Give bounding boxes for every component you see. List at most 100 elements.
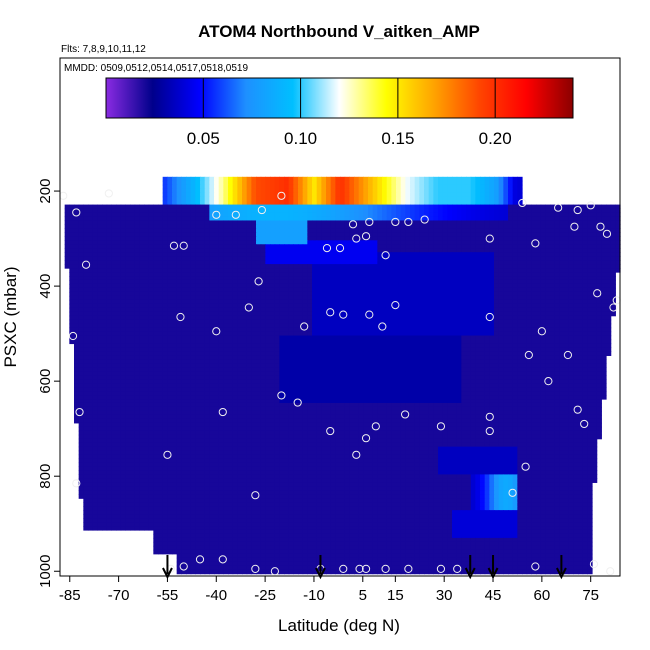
- heatmap-cell: [433, 307, 439, 313]
- heatmap-cell: [400, 291, 406, 297]
- heatmap-cell: [442, 184, 448, 190]
- heatmap-cell: [102, 244, 108, 249]
- heatmap-cell: [120, 331, 126, 337]
- heatmap-cell: [172, 208, 178, 214]
- heatmap-cell: [354, 343, 360, 349]
- heatmap-cell: [438, 216, 444, 222]
- heatmap-cell: [270, 192, 276, 198]
- heatmap-cell: [102, 315, 108, 321]
- heatmap-cell: [162, 351, 168, 356]
- heatmap-cell: [284, 192, 290, 198]
- heatmap-cell: [372, 184, 378, 190]
- heatmap-cell: [186, 295, 192, 301]
- heatmap-cell: [209, 315, 215, 321]
- heatmap-cell: [97, 287, 103, 293]
- heatmap-cell: [74, 351, 80, 356]
- heatmap-cell: [270, 184, 276, 190]
- heatmap-cell: [438, 335, 444, 341]
- heatmap-cell: [410, 200, 416, 206]
- heatmap-cell: [251, 220, 257, 226]
- heatmap-cell: [256, 248, 262, 253]
- heatmap-cell: [372, 252, 378, 257]
- heatmap-cell: [97, 252, 103, 257]
- heatmap-cell: [265, 279, 271, 285]
- heatmap-cell: [139, 323, 145, 329]
- heatmap-cell: [298, 196, 304, 202]
- heatmap-cell: [494, 264, 500, 269]
- heatmap-cell: [405, 315, 411, 321]
- heatmap-cell: [209, 256, 215, 261]
- heatmap-cell: [144, 228, 150, 233]
- heatmap-cell: [288, 212, 294, 218]
- heatmap-cell: [452, 252, 458, 257]
- heatmap-cell: [228, 307, 234, 313]
- heatmap-cell: [414, 176, 420, 182]
- heatmap-cell: [512, 307, 518, 313]
- heatmap-cell: [396, 343, 402, 349]
- heatmap-cell: [316, 351, 322, 356]
- heatmap-cell: [144, 319, 150, 325]
- heatmap-cell: [456, 303, 462, 309]
- heatmap-cell: [433, 248, 439, 253]
- heatmap-cell: [382, 335, 388, 341]
- heatmap-cell: [186, 327, 192, 333]
- heatmap-cell: [242, 264, 248, 269]
- heatmap-cell: [340, 331, 346, 337]
- heatmap-cell: [377, 331, 383, 337]
- heatmap-cell: [92, 323, 98, 329]
- heatmap-cell: [83, 264, 89, 269]
- heatmap-cell: [349, 315, 355, 321]
- heatmap-cell: [610, 268, 616, 273]
- heatmap-cell: [340, 232, 346, 237]
- heatmap-cell: [148, 347, 154, 353]
- heatmap-cell: [335, 204, 341, 210]
- heatmap-cell: [111, 287, 117, 293]
- heatmap-cell: [498, 327, 504, 333]
- heatmap-cell: [78, 295, 84, 301]
- heatmap-cell: [340, 272, 346, 277]
- heatmap-cell: [293, 200, 299, 206]
- heatmap-cell: [335, 331, 341, 337]
- heatmap-cell: [232, 307, 238, 313]
- heatmap-cell: [372, 299, 378, 305]
- heatmap-cell: [438, 224, 444, 229]
- heatmap-cell: [167, 188, 173, 194]
- heatmap-cell: [209, 240, 215, 245]
- heatmap-cell: [494, 351, 500, 356]
- heatmap-cell: [470, 335, 476, 341]
- heatmap-cell: [298, 315, 304, 321]
- heatmap-cell: [326, 351, 332, 356]
- heatmap-cell: [284, 311, 290, 317]
- heatmap-cell: [265, 272, 271, 277]
- heatmap-cell: [424, 200, 430, 206]
- heatmap-cell: [190, 268, 196, 273]
- heatmap-cell: [480, 224, 486, 229]
- heatmap-cell: [470, 196, 476, 202]
- heatmap-cell: [330, 283, 336, 289]
- heatmap-cell: [125, 216, 131, 222]
- heatmap-cell: [181, 335, 187, 341]
- heatmap-cell: [564, 335, 570, 341]
- heatmap-cell: [540, 232, 546, 237]
- heatmap-cell: [424, 323, 430, 329]
- heatmap-cell: [354, 244, 360, 249]
- heatmap-cell: [433, 351, 439, 356]
- heatmap-cell: [466, 323, 472, 329]
- heatmap-cell: [176, 335, 182, 341]
- heatmap-cell: [592, 339, 598, 345]
- heatmap-cell: [335, 180, 341, 186]
- heatmap-cell: [396, 236, 402, 241]
- heatmap-cell: [410, 303, 416, 309]
- heatmap-cell: [340, 200, 346, 206]
- heatmap-cell: [97, 272, 103, 277]
- heatmap-cell: [251, 339, 257, 345]
- heatmap-cell: [452, 216, 458, 222]
- heatmap-cell: [610, 220, 616, 226]
- heatmap-cell: [545, 351, 551, 356]
- heatmap-cell: [139, 252, 145, 257]
- heatmap-cell: [237, 307, 243, 313]
- heatmap-cell: [232, 343, 238, 349]
- heatmap-cell: [148, 260, 154, 265]
- heatmap-cell: [106, 295, 112, 301]
- heatmap-cell: [330, 236, 336, 241]
